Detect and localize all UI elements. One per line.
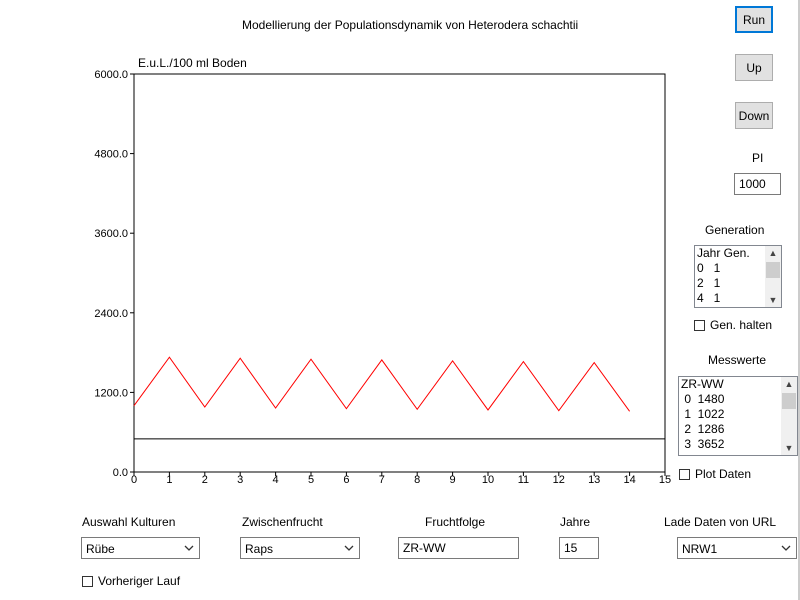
generation-label: Generation: [705, 223, 765, 237]
chevron-down-icon[interactable]: [184, 541, 194, 555]
series-line-0: [133, 356, 631, 412]
gen-halten-label: Gen. halten: [710, 318, 773, 332]
generation-list[interactable]: Jahr Gen. 0 1 2 1 4 1 ▲ ▼: [694, 245, 782, 308]
x-tick-label: 1: [166, 474, 172, 486]
y-tick-label: 4800.0: [94, 149, 128, 161]
x-tick-label: 7: [379, 474, 385, 486]
generation-scrollbar[interactable]: ▲ ▼: [765, 246, 781, 307]
plot-daten-checkbox[interactable]: Plot Daten: [679, 467, 751, 481]
checkbox-box[interactable]: [694, 319, 705, 331]
x-tick-label: 12: [553, 474, 565, 486]
down-button[interactable]: Down: [735, 102, 773, 129]
chevron-down-icon[interactable]: [781, 541, 791, 555]
kulturen-label: Auswahl Kulturen: [82, 515, 176, 529]
vorheriger-lauf-checkbox[interactable]: Vorheriger Lauf: [82, 574, 180, 588]
up-button[interactable]: Up: [735, 54, 773, 81]
generation-row[interactable]: Jahr Gen.: [697, 246, 750, 260]
x-tick-label: 3: [237, 474, 243, 486]
scroll-down-icon[interactable]: ▼: [784, 443, 794, 453]
jahre-label: Jahre: [560, 515, 591, 529]
vorheriger-lauf-label: Vorheriger Lauf: [98, 574, 181, 588]
generation-row[interactable]: 4 1: [697, 291, 721, 305]
scroll-up-icon[interactable]: ▲: [768, 248, 778, 258]
kulturen-select[interactable]: Rübe: [81, 537, 200, 559]
messwerte-label: Messwerte: [708, 353, 767, 367]
x-tick-label: 5: [308, 474, 314, 486]
y-tick-label: 2400.0: [94, 308, 128, 320]
fruchtfolge-label: Fruchtfolge: [425, 515, 486, 529]
zwischenfrucht-label: Zwischenfrucht: [242, 515, 323, 529]
url-label: Lade Daten von URL: [664, 515, 777, 529]
messwerte-scrollbar[interactable]: ▲ ▼: [781, 377, 797, 455]
messwerte-row[interactable]: 0 1480: [681, 392, 725, 406]
messwerte-row[interactable]: 1 1022: [681, 407, 725, 421]
y-tick-label: 3600.0: [94, 228, 128, 240]
x-tick-label: 9: [450, 474, 456, 486]
generation-row[interactable]: 0 1: [697, 261, 721, 275]
run-button[interactable]: Run: [735, 6, 773, 33]
y-tick-label: 0.0: [113, 467, 128, 479]
y-axis-label: E.u.L./100 ml Boden: [138, 56, 247, 70]
generation-row[interactable]: 2 1: [697, 276, 721, 290]
plot-daten-label: Plot Daten: [695, 467, 752, 481]
fruchtfolge-input[interactable]: ZR-WW: [398, 537, 519, 559]
window-edge: [798, 0, 800, 600]
scroll-thumb[interactable]: [782, 393, 796, 409]
x-tick-label: 0: [131, 474, 137, 486]
x-tick-label: 4: [273, 474, 279, 486]
zwischenfrucht-value: Raps: [245, 542, 274, 556]
messwerte-row[interactable]: 2 1286: [681, 422, 725, 436]
zwischenfrucht-select[interactable]: Raps: [240, 537, 360, 559]
url-select[interactable]: NRW1: [677, 537, 797, 559]
pi-label: PI: [752, 151, 764, 165]
scroll-up-icon[interactable]: ▲: [784, 379, 794, 389]
jahre-input[interactable]: 15: [559, 537, 599, 559]
x-tick-label: 10: [482, 474, 494, 486]
x-tick-label: 15: [659, 474, 671, 486]
messwerte-row[interactable]: 3 3652: [681, 437, 725, 451]
gen-halten-checkbox[interactable]: Gen. halten: [694, 318, 772, 332]
messwerte-list[interactable]: ZR-WW 0 1480 1 1022 2 1286 3 3652 ▲ ▼: [678, 376, 798, 456]
y-tick-label: 6000.0: [94, 69, 128, 81]
kulturen-value: Rübe: [86, 542, 115, 556]
chevron-down-icon[interactable]: [344, 541, 354, 555]
messwerte-row[interactable]: ZR-WW: [681, 377, 724, 391]
x-tick-label: 2: [202, 474, 208, 486]
checkbox-box[interactable]: [82, 575, 93, 587]
x-tick-label: 8: [414, 474, 420, 486]
plot-area: [133, 73, 666, 473]
scroll-thumb[interactable]: [766, 262, 780, 278]
x-tick-label: 11: [518, 474, 529, 486]
pi-input[interactable]: 1000: [734, 173, 781, 195]
app-title: Modellierung der Populationsdynamik von …: [242, 18, 579, 32]
y-tick-label: 1200.0: [94, 387, 128, 399]
checkbox-box[interactable]: [679, 468, 690, 480]
x-tick-label: 13: [588, 474, 600, 486]
x-tick-label: 6: [343, 474, 349, 486]
scroll-down-icon[interactable]: ▼: [768, 295, 778, 305]
x-tick-label: 14: [623, 474, 635, 486]
url-value: NRW1: [682, 542, 718, 556]
